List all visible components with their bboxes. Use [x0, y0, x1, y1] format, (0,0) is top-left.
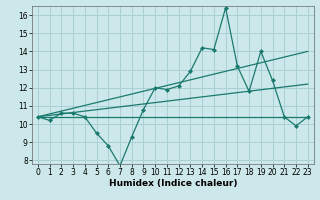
X-axis label: Humidex (Indice chaleur): Humidex (Indice chaleur) [108, 179, 237, 188]
